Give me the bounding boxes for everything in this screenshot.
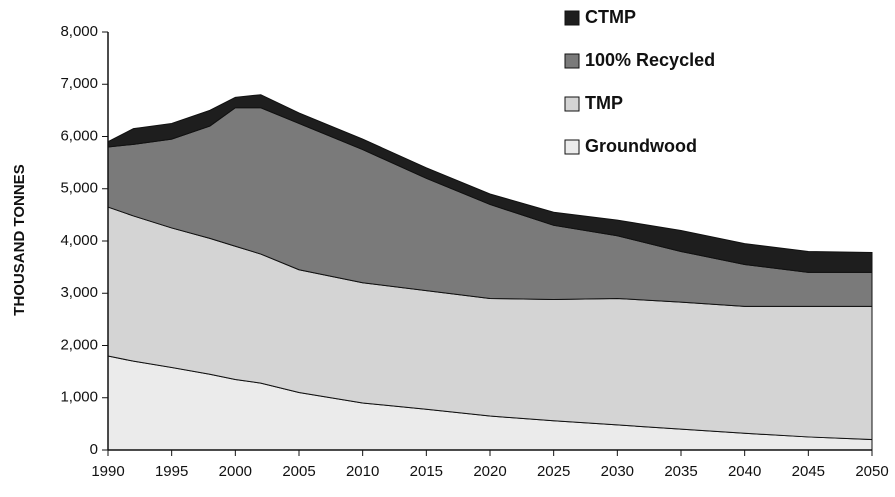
legend-label: Groundwood (585, 136, 697, 156)
y-tick-label: 0 (90, 441, 98, 458)
area (107, 94, 873, 273)
y-tick-label: 8,000 (60, 23, 98, 40)
legend-swatch (564, 139, 580, 155)
legend-label: CTMP (585, 7, 636, 27)
x-tick-label: 2015 (410, 463, 443, 480)
legend-swatch (564, 96, 580, 112)
y-axis-label: THOUSAND TONNES (11, 164, 28, 315)
x-tick-label: 2040 (728, 463, 761, 480)
legend-swatch (564, 53, 580, 69)
x-tick-label: 2025 (537, 463, 570, 480)
y-tick-label: 2,000 (60, 336, 98, 353)
y-tick-label: 1,000 (60, 389, 98, 406)
x-tick-label: 2050 (855, 463, 888, 480)
y-tick-label: 5,000 (60, 180, 98, 197)
legend-swatch (564, 10, 580, 26)
x-tick-label: 2035 (664, 463, 697, 480)
y-tick-label: 4,000 (60, 232, 98, 249)
x-tick-label: 2005 (282, 463, 315, 480)
x-tick-label: 2000 (219, 463, 252, 480)
x-tick-label: 2045 (792, 463, 825, 480)
legend-label: 100% Recycled (585, 50, 715, 70)
x-tick-label: 2020 (473, 463, 506, 480)
y-tick-label: 3,000 (60, 284, 98, 301)
x-tick-label: 1995 (155, 463, 188, 480)
x-tick-label: 2010 (346, 463, 379, 480)
x-tick-label: 2030 (601, 463, 634, 480)
x-tick-label: 1990 (91, 463, 124, 480)
y-tick-label: 7,000 (60, 75, 98, 92)
y-tick-label: 6,000 (60, 127, 98, 144)
legend-label: TMP (585, 93, 623, 113)
